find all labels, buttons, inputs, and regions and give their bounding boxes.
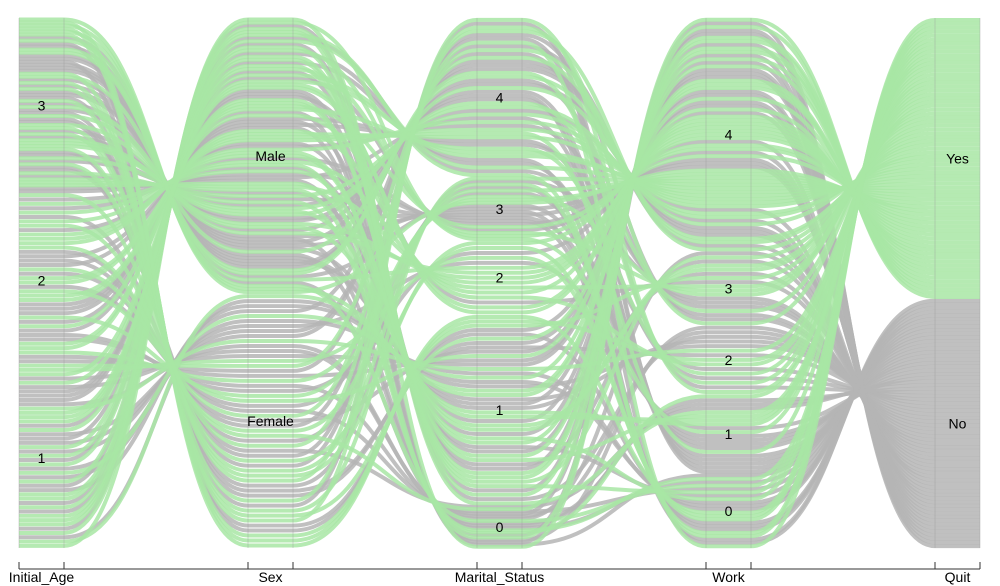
axis-label-work: Work — [712, 569, 745, 585]
category-labels: 1 2 3 Female Male 0 1 2 3 4 0 1 2 3 4 No Yes — [38, 90, 969, 535]
flow-yes — [19, 48, 980, 418]
category-label-quit-no: No — [949, 415, 967, 431]
flow-yes — [19, 74, 980, 254]
flow-yes — [19, 55, 980, 368]
flow-yes — [19, 112, 980, 209]
axis-label-sex: Sex — [258, 569, 282, 585]
category-label-initial-age-3: 3 — [38, 97, 46, 113]
category-label-marital-status-1: 1 — [496, 402, 504, 418]
category-label-quit-yes: Yes — [946, 150, 969, 166]
flow-yes — [19, 96, 980, 403]
category-label-marital-status-3: 3 — [496, 201, 504, 217]
category-label-marital-status-4: 4 — [496, 90, 504, 106]
category-label-sex-female: Female — [247, 413, 294, 429]
category-label-sex-male: Male — [255, 148, 286, 164]
category-label-work-2: 2 — [725, 352, 733, 368]
flow-layer — [19, 17, 980, 549]
axis-bars — [18, 18, 981, 570]
category-label-initial-age-1: 1 — [38, 450, 46, 466]
flow-yes — [19, 135, 980, 432]
category-label-work-0: 0 — [725, 503, 733, 519]
axis-label-quit: Quit — [945, 569, 971, 585]
flow-yes — [19, 17, 980, 549]
flow-yes — [19, 172, 980, 383]
category-label-work-3: 3 — [725, 280, 733, 296]
flow-yes — [19, 101, 980, 313]
category-label-initial-age-2: 2 — [38, 272, 46, 288]
flow-yes — [19, 64, 980, 445]
category-label-work-4: 4 — [725, 127, 733, 143]
axis-label-marital-status: Marital_Status — [455, 569, 544, 585]
axis-label-initial-age: Initial_Age — [9, 569, 75, 585]
category-label-work-1: 1 — [725, 426, 733, 442]
axis-labels: Initial_Age Sex Marital_Status Work Quit — [9, 569, 971, 585]
flow-no — [19, 172, 980, 525]
flow-yes — [19, 17, 980, 295]
category-label-marital-status-0: 0 — [496, 519, 504, 535]
category-label-marital-status-2: 2 — [496, 270, 504, 286]
